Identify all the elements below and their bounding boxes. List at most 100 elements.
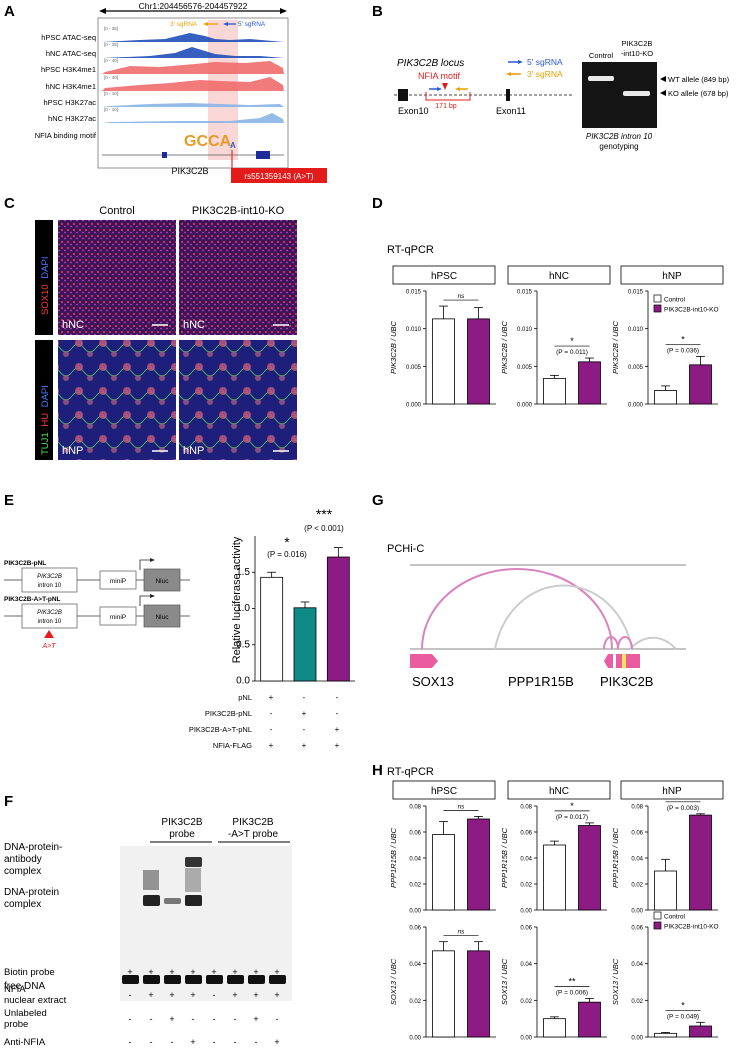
title-box (620, 265, 724, 285)
p-value: (P = 0.049) (667, 1013, 699, 1020)
smear-lane4 (185, 868, 201, 892)
b-sg5-arrowhead (437, 87, 442, 91)
f-row-sign: + (253, 1014, 258, 1024)
coord-arrow-right (280, 8, 287, 14)
loop-grey-1 (494, 584, 633, 650)
f-row-sign: - (129, 1014, 132, 1024)
panel-letter-b: B (372, 3, 383, 20)
panel-letter-g: G (372, 492, 384, 509)
track-signal-1 (102, 47, 284, 58)
f-row-sign: + (211, 967, 216, 977)
gel-caption-2: genotyping (599, 142, 638, 151)
gel-band-wt (588, 76, 614, 81)
wt-allele-label: WT allele (849 bp) (668, 75, 730, 84)
free-dna-band-4 (206, 975, 223, 984)
title-box (392, 780, 496, 800)
track-label-0: hPSC ATAC-seq (41, 33, 96, 42)
f-row-sign: - (192, 1014, 195, 1024)
f-row-sign: - (171, 1037, 174, 1047)
tuj1-label: TUJ1 (40, 432, 51, 455)
construct-1-nluc: Nluc (155, 578, 169, 585)
legend-ko-D: PIK3C2B-int10-KO (664, 307, 719, 314)
image-hnc-control (58, 220, 176, 335)
hnc-label-2: hNC (183, 319, 205, 331)
chart-title: hPSC (431, 786, 457, 797)
y-axis-label: PIK3C2B / UBC (389, 320, 398, 374)
f-row-sign: + (169, 967, 174, 977)
tss-arrow-1 (139, 559, 152, 570)
mutation-label: A>T (41, 643, 56, 650)
row1-label-strip (35, 220, 53, 335)
track-scale-0: [0 - 35] (104, 26, 118, 31)
gene-ppp1r15b: PPP1R15B (508, 674, 574, 689)
legend-ko-H: PIK3C2B-int10-KO (664, 924, 719, 931)
gel-caption-1: PIK3C2B intron 10 (586, 132, 653, 141)
y-tick-label: 0.010 (628, 327, 644, 333)
bar-0 (654, 390, 677, 405)
f-row-sign: + (169, 1014, 174, 1024)
y-tick-label: 0.0 (236, 676, 250, 687)
free-dna-band-5 (227, 975, 244, 984)
chart-H-SOX-hPSC: 0.00 0.02 0.04 0.06 SOX13 / UBC ns (389, 926, 496, 1042)
coord-label: Chr1:204456576-204457922 (139, 1, 248, 11)
row1-stain-label: SOX10 DAPI (40, 257, 51, 315)
y-axis-label: PPP1R15B / UBC (389, 827, 398, 888)
hnp-label-1: hNP (62, 445, 83, 457)
e-p-2: (P < 0.001) (304, 524, 344, 533)
track-label-1: hNC ATAC-seq (46, 49, 96, 58)
ko-pointer (660, 90, 666, 96)
y-tick-label: 0.04 (409, 857, 421, 863)
y-axis-label: SOX13 / UBC (389, 958, 398, 1005)
f-row-sign: - (276, 1014, 279, 1024)
track-signal-2 (102, 61, 284, 74)
legend-swatch-ko-D (653, 304, 662, 313)
sgrna-3-arrowhead (203, 22, 208, 26)
h-title: RT-qPCR (387, 766, 434, 778)
band-label-1c: complex (4, 866, 41, 877)
e-row-sign: + (302, 741, 307, 750)
motif-alt-base: A (230, 141, 236, 150)
bar-0 (543, 844, 566, 911)
y-tick-label: 0.00 (520, 909, 532, 915)
b-legend-sg3-arrowhead (506, 72, 511, 76)
panel-letter-e: E (4, 492, 14, 509)
e-p-1: (P = 0.016) (267, 550, 307, 559)
chart-E: 0.0 0.5 1.0 1.5 (236, 536, 355, 687)
construct-1-intron-box (21, 567, 78, 593)
y-tick-label: 0.02 (631, 883, 643, 889)
panel-a: A Chr1:204456576-204457922 3' sgRNA 5' s… (4, 1, 327, 183)
y-tick-label: 1.0 (236, 603, 250, 614)
track-label-5: hNC H3K27ac (48, 114, 96, 123)
p-value: (P = 0.036) (667, 348, 699, 355)
track-frame (97, 17, 289, 169)
e-row-label-2: PIK3C2B-A>T-pNL (189, 725, 252, 734)
exon-10-block (162, 152, 167, 158)
e-row-sign: - (336, 693, 339, 702)
track-scale-3: [0 - 40] (104, 75, 118, 80)
snp-label: rs551359143 (A>T) (244, 172, 313, 181)
p-value: (P = 0.003) (667, 805, 699, 812)
wt-pointer (660, 76, 666, 82)
probe-1-l1: PIK3C2B (161, 817, 202, 828)
chart-title: hNC (549, 271, 569, 282)
construct-2-label: PIK3C2B-A>T-pNL (4, 596, 61, 603)
complex-band-lane3 (164, 898, 181, 904)
f-row-sign: + (253, 990, 258, 1000)
construct-1-minip-box (99, 570, 137, 590)
e-row-sign: - (270, 709, 273, 718)
construct-2-minip-box (99, 606, 137, 626)
sig-marker: ns (458, 929, 466, 936)
bar-1 (578, 1001, 601, 1038)
chart-title: hNP (662, 271, 682, 282)
gene-pik3c2b: PIK3C2B (600, 674, 653, 689)
f-row-sign: - (234, 1014, 237, 1024)
legend-control-H: Control (664, 914, 686, 921)
y-tick-label: 0.08 (520, 805, 532, 811)
row2-label-strip (35, 340, 53, 460)
row2-stain-label: TUJ1 HU DAPI (40, 385, 51, 455)
f-row-sign: + (169, 990, 174, 1000)
